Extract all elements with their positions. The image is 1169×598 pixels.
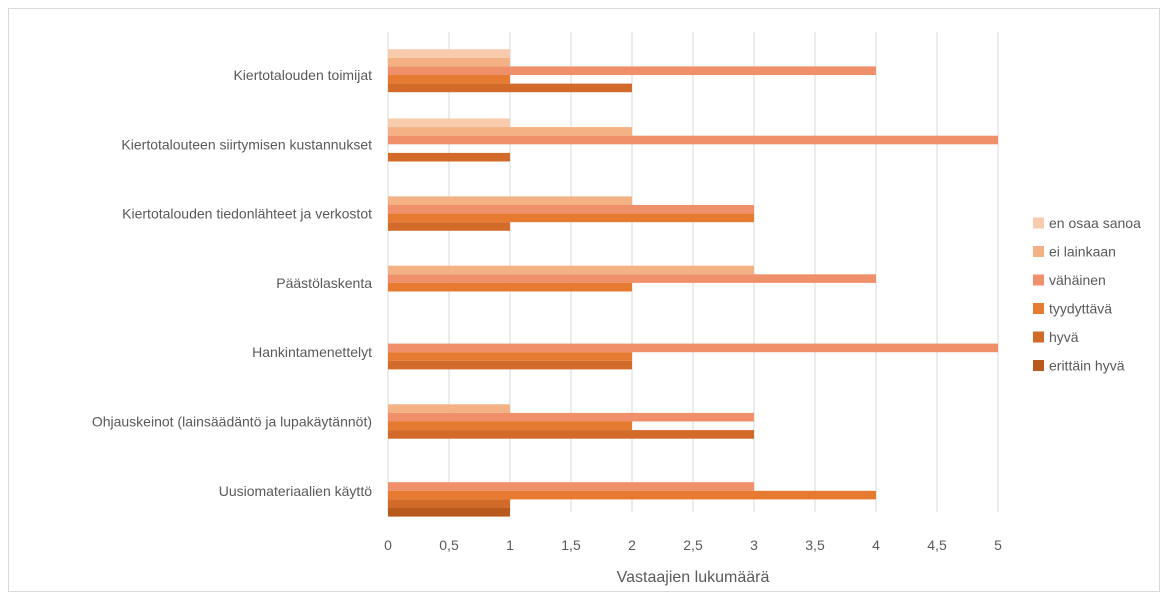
bars (388, 49, 998, 517)
bar (388, 135, 998, 145)
legend-label: hyvä (1049, 329, 1079, 345)
bar (388, 412, 754, 422)
bar (388, 352, 632, 361)
x-tick-label: 1 (506, 537, 514, 553)
bar (388, 482, 754, 491)
x-axis-title: Vastaajien lukumäärä (617, 569, 770, 586)
bar (388, 265, 754, 275)
legend-label: ei lainkaan (1049, 244, 1116, 260)
legend-swatch (1033, 331, 1044, 343)
x-tick-label: 0,5 (439, 537, 459, 553)
bar (388, 83, 632, 93)
bar (388, 213, 754, 223)
bar (388, 499, 510, 508)
bar (388, 282, 632, 292)
legend-swatch (1033, 360, 1044, 371)
legend-label: erittäin hyvä (1049, 358, 1125, 374)
category-label: Hankintamenettelyt (252, 344, 372, 360)
bar (388, 57, 510, 67)
category-label: Päästölaskenta (276, 275, 372, 291)
legend-label: vähäinen (1049, 272, 1106, 288)
tick-labels: 0 0,5 1 1,5 2 2,5 3 3,5 4 4,5 5 (384, 537, 1002, 553)
legend-label: en osaa sanoa (1049, 215, 1141, 231)
category-label: Kiertotalouden toimijat (233, 67, 372, 83)
bar (388, 75, 510, 84)
x-tick-label: 2,5 (683, 537, 703, 553)
x-tick-label: 3 (750, 537, 758, 553)
legend-swatch (1033, 303, 1044, 314)
bar (388, 360, 632, 370)
bar (388, 343, 998, 353)
legend-swatch (1033, 274, 1044, 286)
bar (388, 152, 510, 162)
category-label: Ohjauskeinot (lainsäädäntö ja lupakäytän… (92, 414, 372, 430)
legend-swatch (1033, 246, 1044, 257)
x-tick-label: 5 (994, 537, 1002, 553)
bar (388, 118, 510, 128)
legend-swatch (1033, 217, 1044, 229)
bar (388, 196, 632, 205)
bar (388, 66, 876, 75)
bar (388, 508, 510, 517)
bar (388, 404, 510, 413)
category-label: Kiertotalouden tiedonlähteet ja verkosto… (122, 206, 372, 222)
bar (388, 430, 754, 439)
category-labels: Kiertotalouden toimijat Kiertotalouteen s… (92, 67, 372, 499)
bar (388, 205, 754, 214)
category-label: Uusiomateriaalien käyttö (219, 483, 373, 499)
category-label: Kiertotalouteen siirtymisen kustannukset (121, 136, 372, 152)
x-tick-label: 0 (384, 537, 392, 553)
bar (388, 127, 632, 136)
legend: en osaa sanoa ei lainkaan vähäinen tyydyttä… (1033, 215, 1141, 374)
legend-label: tyydyttävä (1049, 301, 1112, 317)
x-tick-label: 2 (628, 537, 636, 553)
bar (388, 421, 632, 431)
x-tick-label: 4 (872, 537, 880, 553)
x-tick-label: 3,5 (805, 537, 825, 553)
x-tick-label: 1,5 (561, 537, 581, 553)
bar (388, 490, 876, 500)
x-tick-label: 4,5 (927, 537, 947, 553)
bar (388, 222, 510, 231)
bar (388, 274, 876, 283)
bar (388, 49, 510, 58)
